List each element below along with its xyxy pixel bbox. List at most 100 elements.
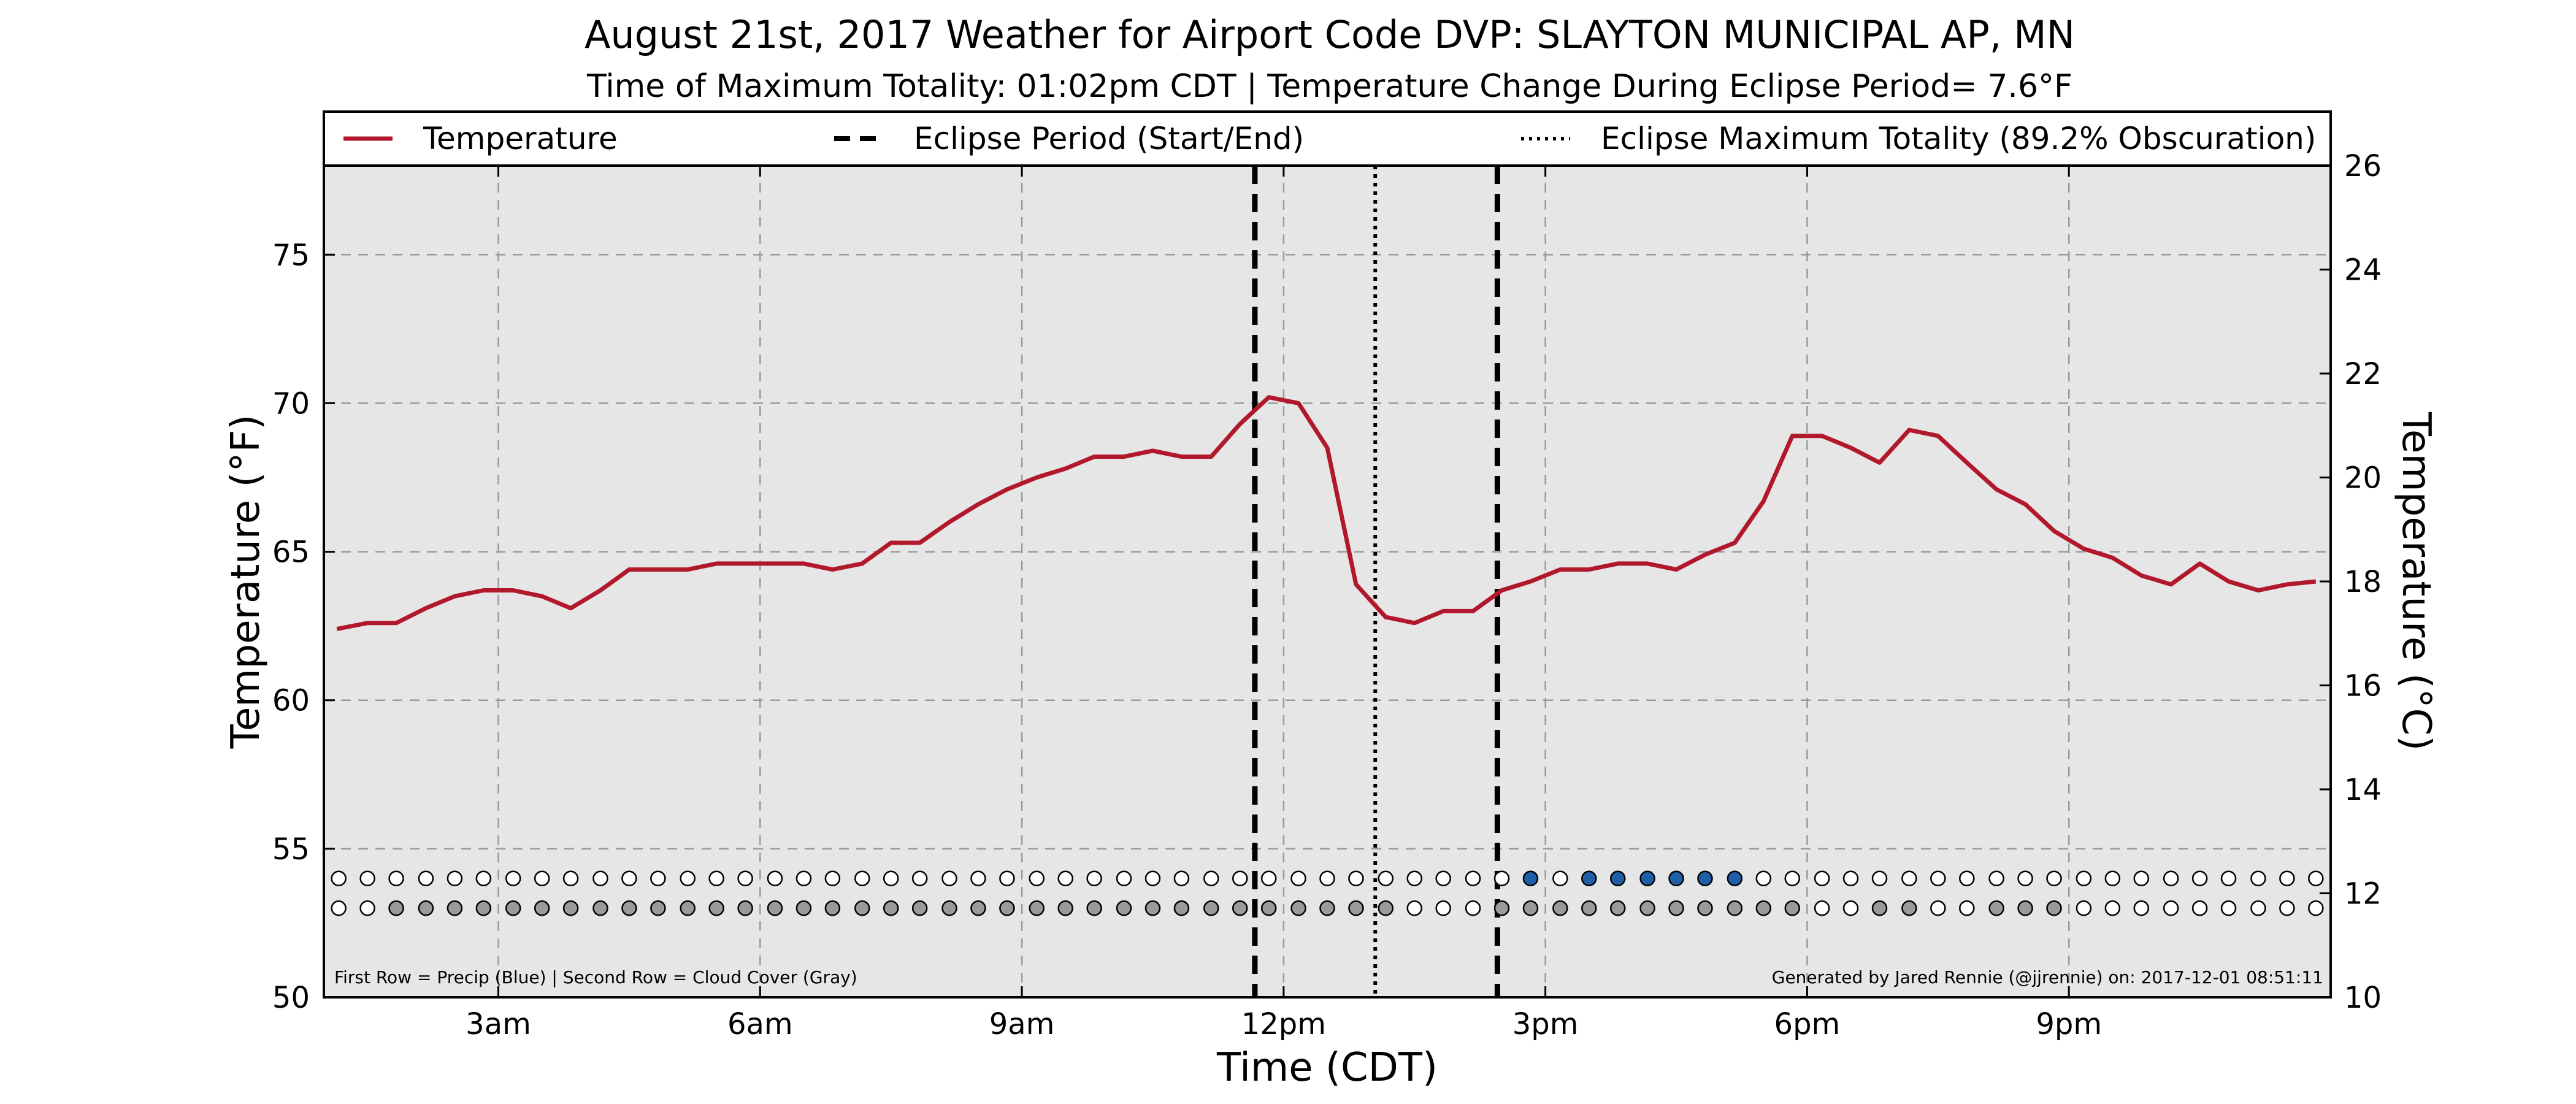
y-tick-label-right: 22 [2344, 357, 2382, 391]
cloud-cover-dot [795, 900, 812, 916]
cloud-cover-dot [1552, 900, 1568, 916]
precip-dot [883, 870, 899, 887]
temperature-line [336, 395, 2317, 631]
cloud-cover-dot [1930, 900, 1946, 916]
precip-dot [1029, 870, 1045, 887]
precip-dot [970, 870, 986, 887]
y-tick-label-left: 50 [272, 981, 310, 1015]
cloud-cover-dot [737, 900, 753, 916]
precip-dot [1465, 870, 1481, 887]
y-tick-label-right: 18 [2344, 565, 2382, 599]
cloud-cover-dot [331, 900, 347, 916]
cloud-cover-dot [1086, 900, 1102, 916]
cloud-cover-dot [359, 900, 375, 916]
cloud-cover-dot [854, 900, 870, 916]
cloud-cover-dot [2163, 900, 2179, 916]
y-tick-label-left: 70 [272, 386, 310, 421]
cloud-cover-dot [2220, 900, 2237, 916]
footnote-left: First Row = Precip (Blue) | Second Row =… [334, 967, 857, 987]
y-tick-label-right: 10 [2344, 981, 2382, 1015]
cloud-cover-dot [824, 900, 841, 916]
precip-dot [1144, 870, 1161, 887]
precip-dot [475, 870, 492, 887]
cloud-cover-dot [1435, 900, 1451, 916]
cloud-cover-dot [2308, 900, 2324, 916]
precip-dot [562, 870, 579, 887]
cloud-cover-dot [1959, 900, 1975, 916]
precip-dot [505, 870, 521, 887]
precip-dot [1697, 870, 1713, 887]
cloud-cover-dot [650, 900, 666, 916]
cloud-cover-dot [2017, 900, 2033, 916]
cloud-cover-dot [970, 900, 986, 916]
precip-dot [737, 870, 753, 887]
cloud-cover-dot [1755, 900, 1772, 916]
y-tick-label-right: 20 [2344, 461, 2382, 496]
footnote-right: Generated by Jared Rennie (@jjrennie) on… [1772, 967, 2323, 987]
cloud-cover-dot [505, 900, 521, 916]
precip-dot [1086, 870, 1102, 887]
precip-dot [1552, 870, 1568, 887]
precip-dot [2308, 870, 2324, 887]
cloud-cover-dot [1290, 900, 1306, 916]
x-tick-label: 6pm [1774, 1007, 1841, 1041]
precip-dot [2076, 870, 2092, 887]
legend-entries: Temperature Eclipse Period (Start/End) Ecl… [343, 121, 2316, 156]
precip-dot [359, 870, 375, 887]
legend-label: Temperature [423, 121, 618, 156]
precip-dot [1930, 870, 1946, 887]
precip-dot [2017, 870, 2033, 887]
cloud-cover-dot [1871, 900, 1888, 916]
x-tick-label: 9pm [2036, 1007, 2102, 1041]
precip-dot [1871, 870, 1888, 887]
precip-dot [999, 870, 1015, 887]
cloud-cover-dot [1609, 900, 1626, 916]
cloud-cover-dot [1232, 900, 1248, 916]
y-tick-label-right: 14 [2344, 773, 2382, 807]
precip-dot [621, 870, 637, 887]
precip-dot [824, 870, 841, 887]
cloud-cover-dot [418, 900, 434, 916]
precip-dot [1581, 870, 1597, 887]
y-tick-label-right: 26 [2344, 149, 2382, 183]
precip-dot [418, 870, 434, 887]
cloud-cover-dot [1203, 900, 1219, 916]
precip-dot [650, 870, 666, 887]
precip-dot [2104, 870, 2121, 887]
cloud-cover-dot [1668, 900, 1684, 916]
precip-dot [2191, 870, 2208, 887]
y-tick-label-left: 65 [272, 535, 310, 570]
cloud-cover-dot [1029, 900, 1045, 916]
precip-dot [534, 870, 550, 887]
cloud-cover-dot [2076, 900, 2092, 916]
cloud-cover-dot [2104, 900, 2121, 916]
y-axis-label-right: Temperature (°C) [2393, 412, 2439, 751]
precip-dot [1406, 870, 1423, 887]
cloud-cover-dot [2279, 900, 2295, 916]
precip-dot [1609, 870, 1626, 887]
cloud-cover-dot [708, 900, 724, 916]
cloud-cover-dot [1784, 900, 1801, 916]
cloud-cover-dot [388, 900, 404, 916]
precip-dot [1988, 870, 2004, 887]
cloud-cover-dot [1522, 900, 1539, 916]
precip-dot [1493, 870, 1510, 887]
cloud-cover-dot [1348, 900, 1364, 916]
cloud-cover-dot [680, 900, 696, 916]
precip-cloud-indicator-rows [331, 870, 2324, 916]
grid-lines [324, 166, 2331, 997]
precip-dot [447, 870, 463, 887]
chart-title: August 21st, 2017 Weather for Airport Co… [585, 12, 2075, 57]
precip-dot [331, 870, 347, 887]
cloud-cover-dot [1465, 900, 1481, 916]
precip-dot [1842, 870, 1859, 887]
precip-dot [2279, 870, 2295, 887]
precip-dot [1290, 870, 1306, 887]
cloud-cover-dot [1493, 900, 1510, 916]
cloud-cover-dot [562, 900, 579, 916]
cloud-cover-dot [2046, 900, 2062, 916]
precip-dot [1522, 870, 1539, 887]
cloud-cover-dot [911, 900, 928, 916]
cloud-cover-dot [2250, 900, 2266, 916]
precip-dot [2250, 870, 2266, 887]
